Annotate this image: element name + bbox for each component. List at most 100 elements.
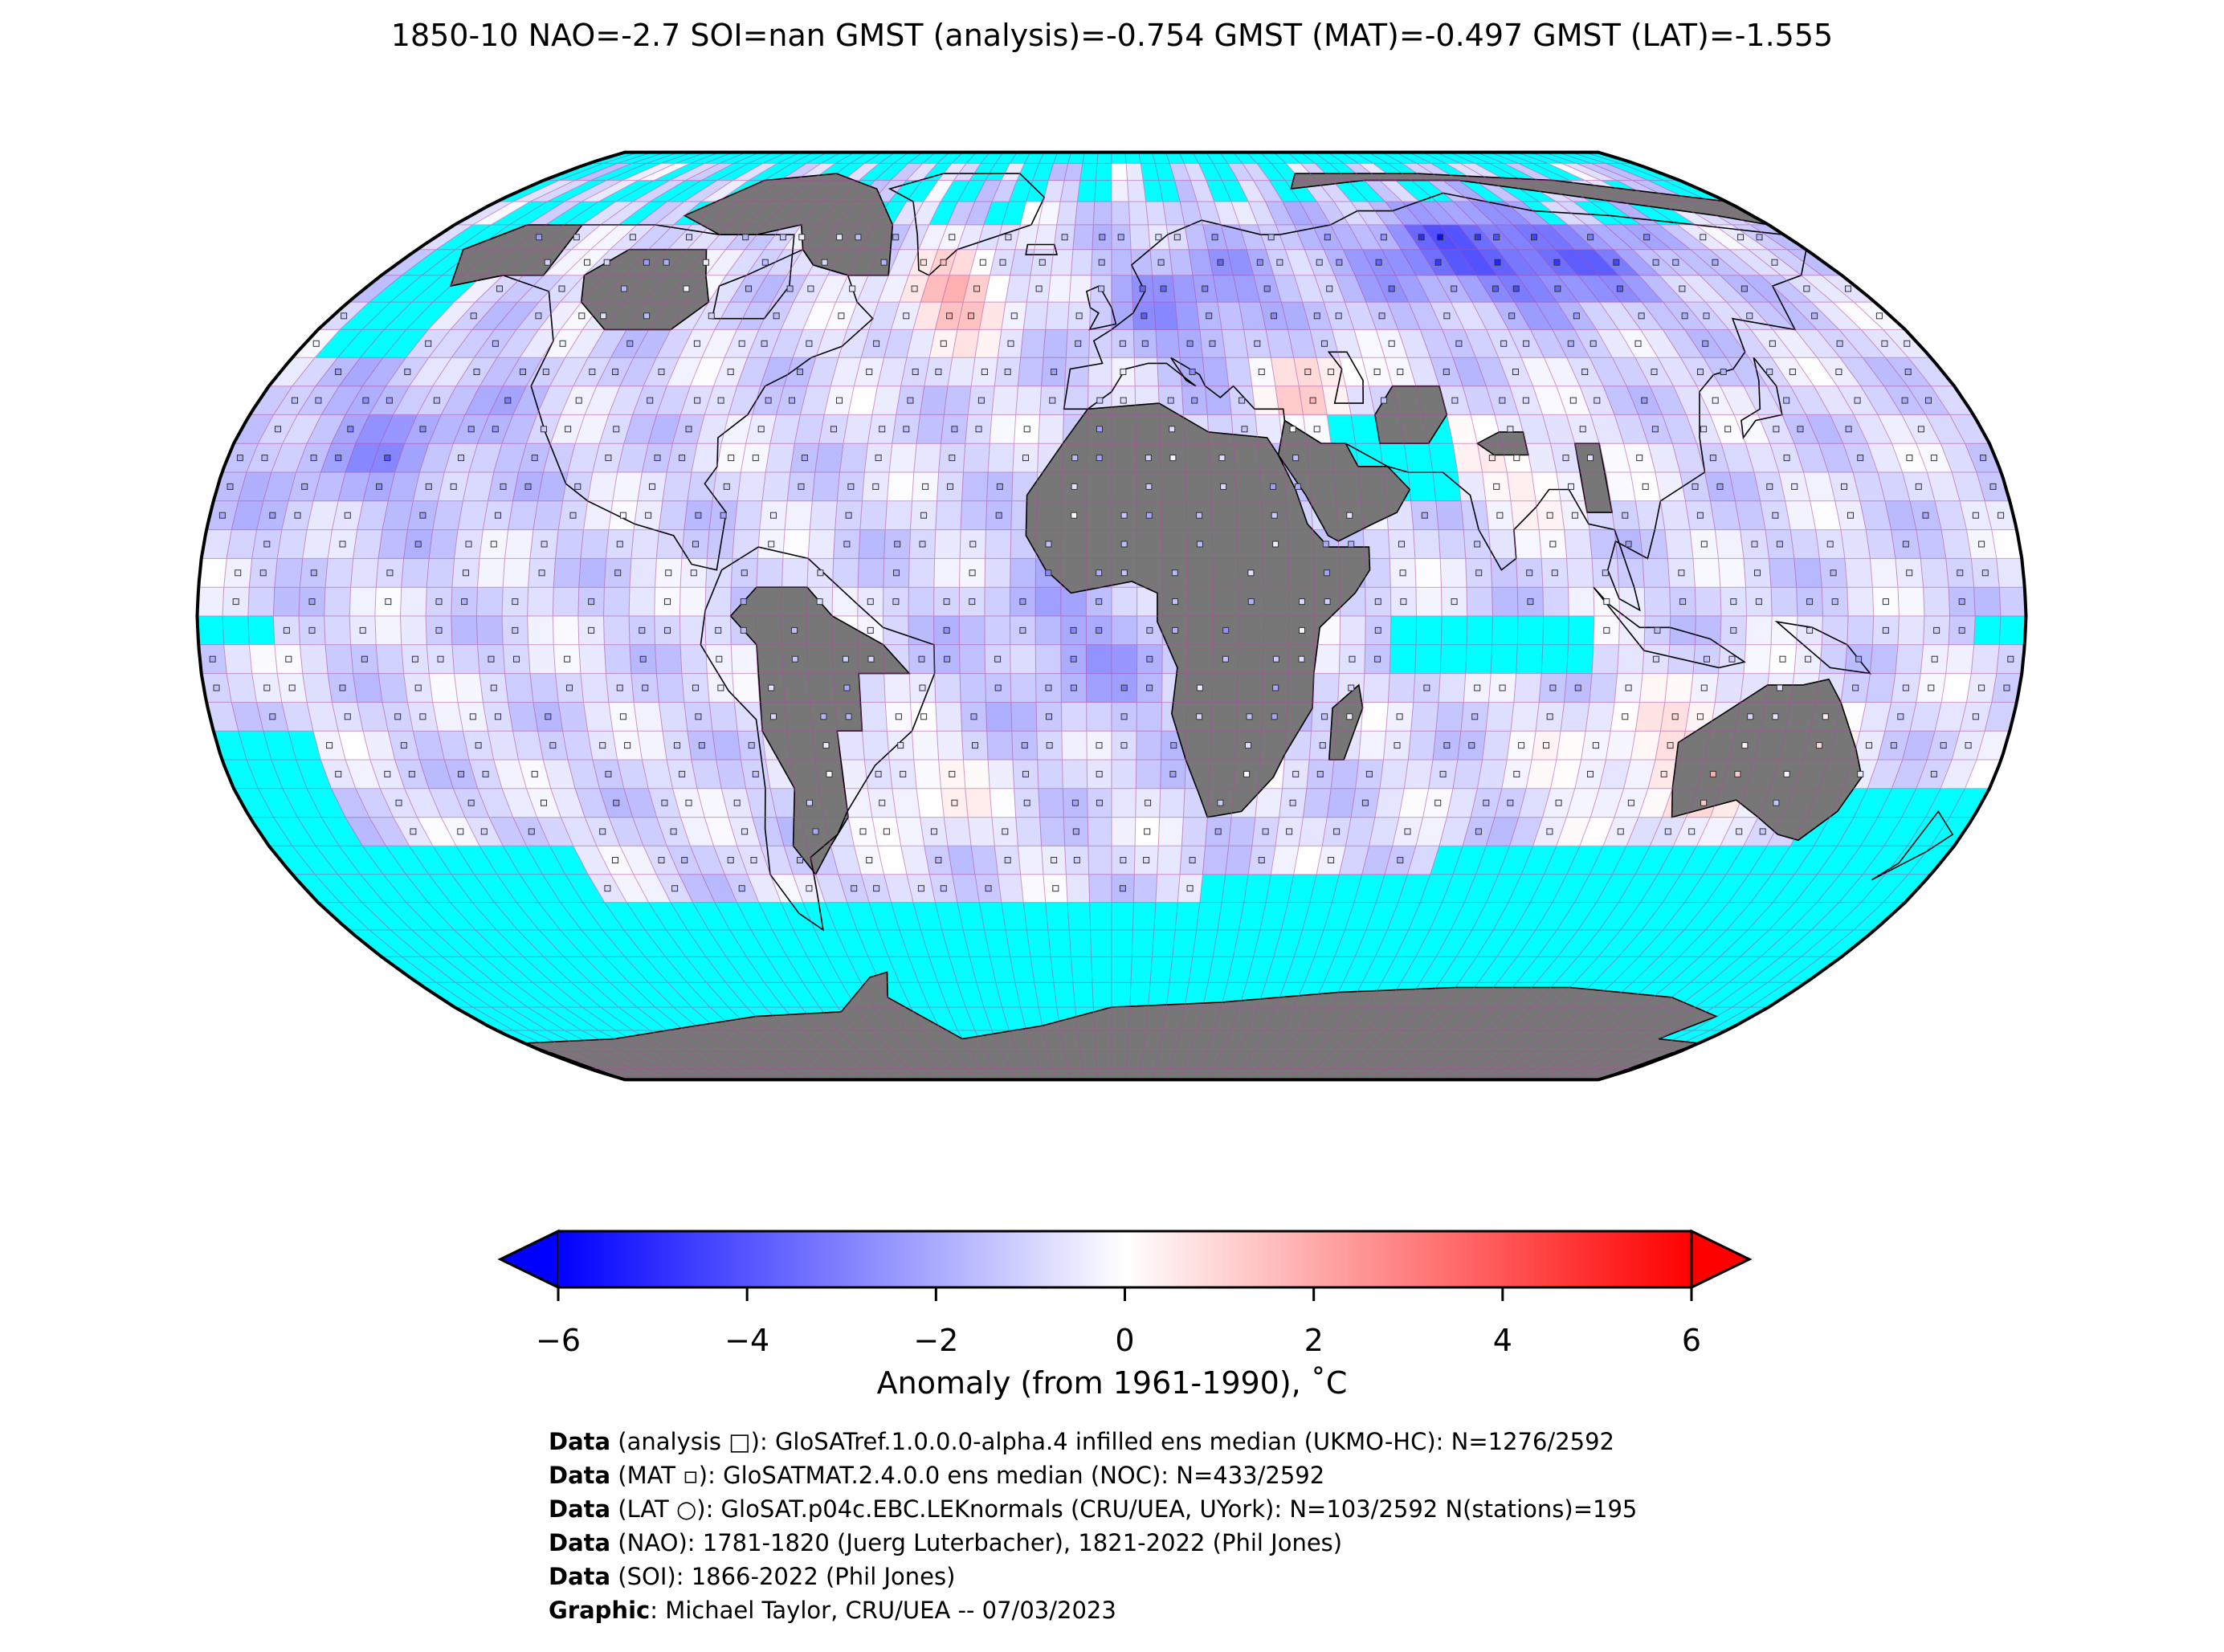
observation-marker — [1703, 312, 1710, 320]
observation-marker — [1836, 340, 1843, 347]
observation-marker — [558, 285, 565, 292]
observation-marker — [2003, 684, 2010, 691]
observation-marker — [1737, 234, 1745, 241]
grid-cell — [858, 529, 886, 559]
observation-marker — [1365, 770, 1373, 777]
observation-marker — [524, 483, 532, 490]
grid-cell — [916, 414, 945, 444]
observation-marker — [1191, 397, 1198, 404]
observation-marker — [1747, 713, 1754, 720]
observation-marker — [1930, 455, 1937, 462]
observation-marker — [458, 770, 464, 777]
observation-marker — [520, 369, 526, 375]
observation-marker — [903, 426, 910, 433]
grid-cell — [1071, 249, 1093, 276]
observation-marker — [1855, 655, 1863, 663]
grid-cell — [1111, 615, 1137, 646]
observation-marker — [717, 684, 724, 691]
grid-cell — [375, 644, 404, 674]
observation-marker — [1562, 455, 1569, 462]
observation-marker — [1119, 340, 1126, 347]
grid-cell — [1225, 846, 1253, 875]
colorbar-tick-label: 6 — [1682, 1323, 1701, 1358]
grid-cell — [1034, 644, 1062, 674]
observation-marker — [1697, 369, 1704, 375]
observation-marker — [1434, 799, 1442, 806]
observation-marker — [1875, 312, 1883, 320]
observation-marker — [1299, 598, 1305, 606]
observation-marker — [1292, 455, 1300, 462]
observation-marker — [1120, 540, 1128, 548]
observation-marker — [315, 397, 322, 404]
observation-marker — [798, 234, 806, 241]
observation-marker — [949, 455, 956, 462]
observation-marker — [658, 369, 665, 375]
grid-cell — [1642, 558, 1671, 588]
observation-marker — [209, 655, 216, 663]
observation-marker — [1002, 828, 1009, 835]
observation-marker — [1493, 483, 1500, 490]
observation-marker — [768, 540, 775, 548]
observation-marker — [1169, 455, 1177, 462]
grid-cell — [1895, 644, 1924, 674]
observation-marker — [867, 655, 875, 663]
grid-cell — [1506, 471, 1536, 502]
observation-marker — [1144, 828, 1151, 835]
grid-cell — [583, 500, 614, 530]
observation-marker — [1622, 512, 1629, 519]
grid-cell — [959, 673, 986, 703]
observation-marker — [384, 770, 391, 777]
observation-marker — [1098, 259, 1105, 266]
observation-marker — [1143, 857, 1150, 863]
grid-cell — [1531, 471, 1561, 502]
observation-marker — [1073, 857, 1080, 863]
observation-marker — [1766, 483, 1773, 490]
observation-marker — [1298, 655, 1305, 663]
observation-marker — [1845, 426, 1852, 433]
grid-cell — [1847, 586, 1875, 617]
observation-marker — [1756, 234, 1763, 241]
observation-marker — [1691, 483, 1699, 490]
observation-marker — [1380, 234, 1387, 241]
observation-marker — [1857, 455, 1864, 462]
observation-marker — [1169, 426, 1176, 433]
observation-marker — [538, 569, 545, 577]
observation-marker — [395, 799, 402, 806]
observation-marker — [1096, 799, 1103, 806]
grid-cell — [1485, 702, 1515, 732]
observation-marker — [1071, 455, 1079, 462]
grid-cell — [1897, 586, 1925, 617]
grid-cell — [1111, 788, 1136, 818]
observation-marker — [1051, 369, 1058, 375]
observation-marker — [566, 684, 573, 691]
observation-marker — [1493, 234, 1500, 241]
observation-marker — [1246, 713, 1253, 720]
observation-marker — [1206, 312, 1213, 320]
grid-cell — [1513, 529, 1542, 559]
observation-marker — [801, 455, 808, 462]
grid-cell — [1086, 644, 1112, 674]
observation-marker — [1071, 512, 1078, 519]
observation-marker — [235, 569, 242, 577]
observation-marker — [1276, 259, 1283, 266]
observation-marker — [750, 857, 757, 863]
grid-cell — [629, 558, 657, 588]
observation-marker — [1222, 655, 1229, 663]
observation-marker — [1688, 828, 1696, 835]
observation-marker — [1492, 285, 1499, 292]
observation-marker — [339, 684, 346, 691]
observation-marker — [826, 770, 833, 777]
observation-marker — [1569, 397, 1577, 404]
grid-cell — [1664, 673, 1694, 703]
grid-cell — [920, 385, 949, 415]
observation-marker — [779, 234, 786, 241]
observation-marker — [907, 397, 914, 404]
observation-marker — [1267, 234, 1275, 241]
observation-marker — [626, 340, 634, 347]
observation-marker — [797, 369, 803, 375]
observation-marker — [404, 369, 411, 375]
observation-marker — [1704, 655, 1710, 663]
observation-marker — [619, 713, 626, 720]
observation-marker — [1374, 598, 1381, 606]
observation-marker — [232, 598, 239, 606]
